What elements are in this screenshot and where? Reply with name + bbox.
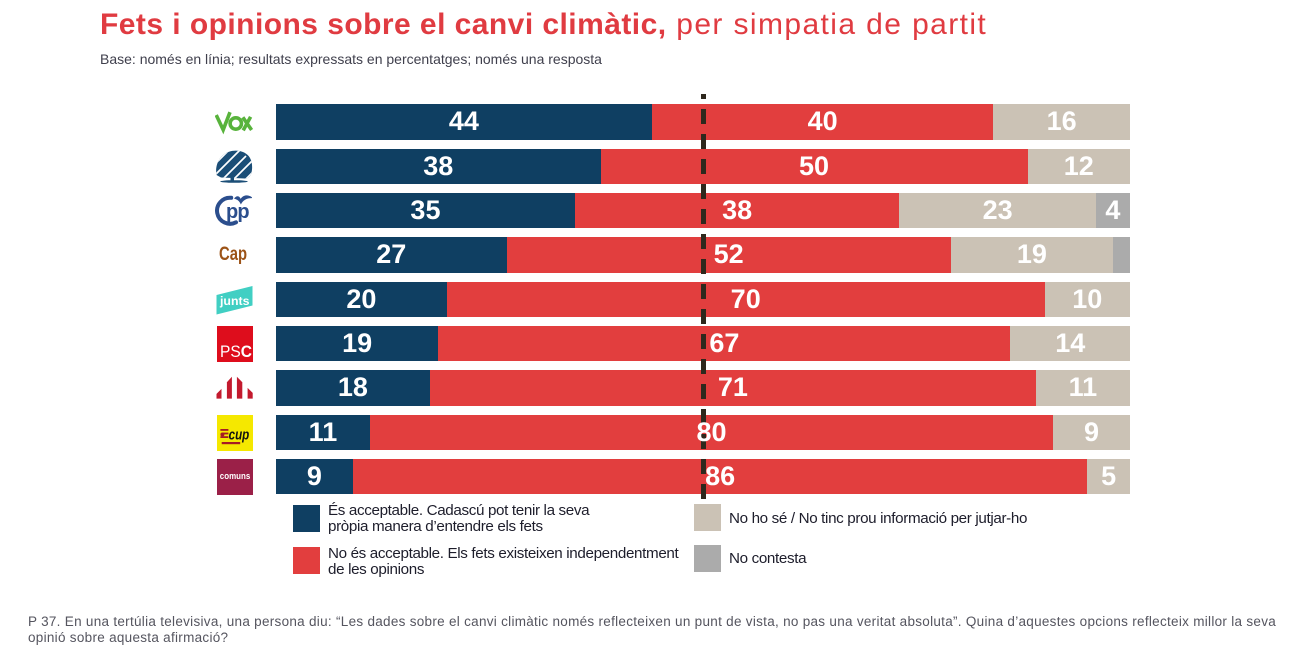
- svg-text:cup: cup: [229, 426, 250, 443]
- svg-text:pp: pp: [226, 201, 249, 223]
- svg-text:comuns: comuns: [220, 471, 251, 481]
- svg-text:junts: junts: [219, 293, 250, 307]
- svg-text:PSC: PSC: [220, 342, 252, 361]
